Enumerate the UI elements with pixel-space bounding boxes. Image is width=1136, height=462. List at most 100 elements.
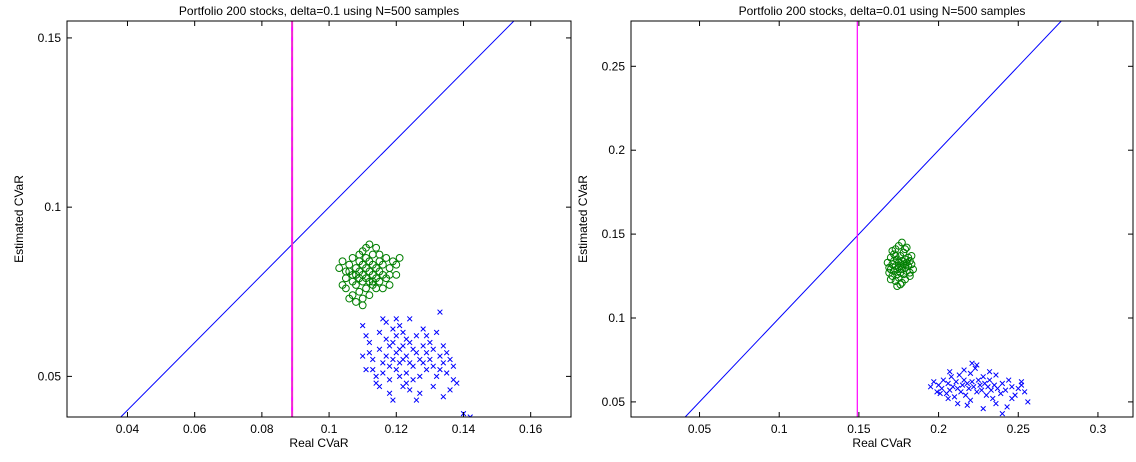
x-tick-label: 0.08 <box>250 422 274 436</box>
cross-point <box>1005 377 1012 383</box>
circle-point <box>352 298 360 306</box>
cross-point <box>420 326 426 332</box>
cross-point <box>393 333 400 339</box>
circle-point <box>905 272 914 280</box>
cross-point <box>359 353 366 359</box>
circle-point <box>355 250 364 259</box>
circle-point <box>382 254 391 262</box>
circle-point <box>362 243 370 252</box>
cross-point <box>417 390 423 397</box>
plot-background <box>67 21 571 417</box>
chart-panel-1: 0.04 0.06 0.08 0.1 0.12 0.14 0.16 0.05 0.1 0.15 Po… <box>12 4 572 450</box>
cross-point <box>1021 389 1028 395</box>
circle-point <box>907 252 916 260</box>
y-tick-label: 0.1 <box>44 200 61 214</box>
diagonal-line <box>684 21 1062 417</box>
cross-point <box>373 373 379 380</box>
chart-title: Portfolio 200 stocks, delta=0.1 using N=… <box>179 4 459 18</box>
circle-point <box>338 281 347 289</box>
circle-point <box>352 281 360 289</box>
cross-point <box>945 380 951 387</box>
cross-point <box>370 356 376 363</box>
cross-point <box>433 373 440 380</box>
cross-point <box>986 368 993 375</box>
x-tick-label: 0.3 <box>1090 422 1107 436</box>
cross-point <box>440 343 447 349</box>
circle-point <box>378 284 387 293</box>
cross-point <box>430 363 436 369</box>
x-tick-label: 0.1 <box>321 422 338 436</box>
cross-point <box>964 402 971 409</box>
cross-point <box>962 392 969 398</box>
circle-point <box>348 270 357 279</box>
circle-point <box>378 260 387 269</box>
plot-area <box>120 21 515 417</box>
circle-point <box>898 238 906 247</box>
cross-point <box>366 339 373 346</box>
cross-point <box>934 389 940 395</box>
cross-point <box>1018 379 1025 385</box>
cross-point <box>430 383 436 390</box>
cross-point <box>383 353 389 359</box>
circle-point <box>345 294 354 303</box>
cross-point <box>359 322 366 329</box>
x-tick-label: 0.04 <box>116 422 140 436</box>
cross-point <box>376 346 383 353</box>
cross-point <box>423 349 430 356</box>
cross-point <box>953 379 959 385</box>
x-tick-label: 0.05 <box>688 422 712 436</box>
cross-point <box>437 353 443 359</box>
cross-point <box>386 363 393 369</box>
cross-point <box>383 336 389 342</box>
cross-point <box>437 309 443 315</box>
cross-point <box>440 360 447 366</box>
cross-point <box>1004 404 1010 410</box>
cross-point <box>959 382 966 388</box>
y-tick-label: 0.25 <box>602 59 626 73</box>
cross-point <box>961 367 967 373</box>
cross-point <box>931 379 937 385</box>
circle-point <box>372 243 381 252</box>
axes-frame <box>66 20 572 418</box>
circle-point <box>341 267 350 276</box>
x-tick-label: 0.15 <box>847 422 871 436</box>
cross-point <box>956 372 963 378</box>
cross-point <box>966 385 972 392</box>
cross-point <box>390 356 396 363</box>
cross-point <box>948 373 955 380</box>
cross-point <box>1009 384 1015 390</box>
x-tick-label: 0.06 <box>183 422 207 436</box>
x-axis-label: Real CVaR <box>289 436 348 450</box>
cross-point <box>994 385 1001 392</box>
cross-point <box>400 329 406 336</box>
circle-point <box>348 254 357 262</box>
cross-point <box>969 379 975 385</box>
cross-point <box>964 380 971 387</box>
cross-point <box>376 383 383 390</box>
cross-point <box>376 329 383 336</box>
plot-area <box>684 21 1062 417</box>
x-axis-label: Real CVaR <box>852 436 911 450</box>
diagonal-line <box>120 21 515 417</box>
cross-point <box>927 384 934 390</box>
circle-point <box>896 280 905 289</box>
cross-point <box>390 326 396 332</box>
plot-background <box>631 21 1133 417</box>
cross-point <box>967 397 974 403</box>
cross-point <box>999 380 1006 387</box>
cross-point <box>980 405 986 412</box>
cross-point <box>413 349 420 356</box>
cross-point <box>450 377 457 383</box>
cross-point <box>993 400 999 407</box>
y-axis-label: Estimated CVaR <box>576 175 590 263</box>
cross-point <box>993 372 999 378</box>
cross-point <box>413 397 420 403</box>
cross-point <box>970 384 977 390</box>
cross-point <box>417 373 423 380</box>
cross-point <box>974 362 980 368</box>
cross-point <box>423 366 430 373</box>
cross-point <box>980 373 986 380</box>
cross-point <box>400 343 406 349</box>
cross-point <box>423 333 430 339</box>
y-tick-label: 0.15 <box>38 31 62 45</box>
